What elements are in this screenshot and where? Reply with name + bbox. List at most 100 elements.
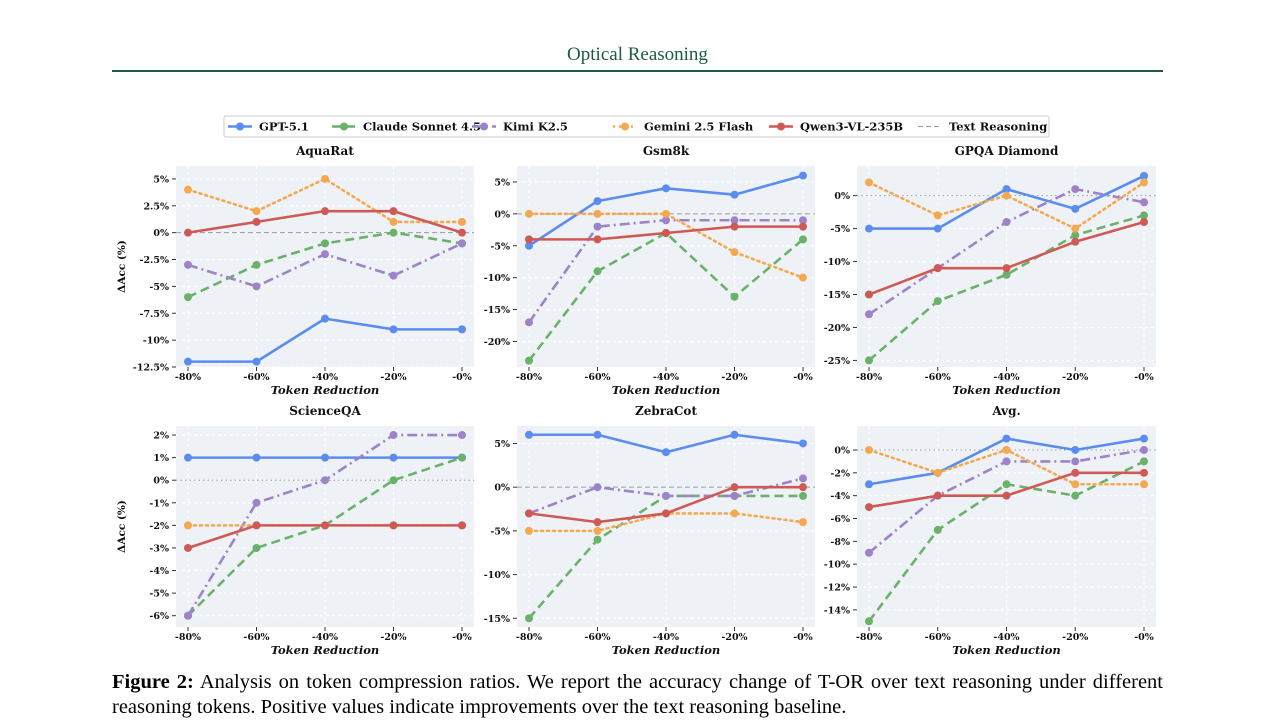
data-point <box>662 184 670 193</box>
data-point <box>1071 457 1080 466</box>
data-point <box>730 222 739 231</box>
series-line <box>868 214 1145 362</box>
data-point <box>662 229 670 237</box>
legend-label: Qwen3-VL-235B <box>800 120 903 134</box>
y-tick-label: -4% <box>149 566 169 577</box>
y-tick-label: -14% <box>824 605 850 616</box>
x-tick-label: -40% <box>653 632 679 643</box>
legend-label: Kimi K2.5 <box>503 120 568 134</box>
x-tick-label: -80% <box>516 632 542 643</box>
legend: GPT-5.1 Claude Sonnet 4.5 Kimi K2.5 Gemini … <box>223 115 1050 138</box>
data-point <box>321 521 329 530</box>
data-point <box>1071 468 1080 477</box>
data-point <box>799 222 807 231</box>
series-gemini-2-5-flash <box>184 174 466 226</box>
data-point <box>865 503 873 512</box>
legend-swatch-marker <box>621 122 629 131</box>
data-point <box>933 264 942 273</box>
plot-area <box>517 426 815 627</box>
data-point <box>184 260 192 269</box>
data-point <box>525 318 533 327</box>
data-point <box>865 356 873 365</box>
data-point <box>933 491 942 500</box>
data-point <box>593 518 602 527</box>
series-kimi-k2-5 <box>184 239 466 291</box>
x-axis-label: Token Reduction <box>271 383 380 397</box>
data-point <box>799 171 807 180</box>
y-tick-label: 2% <box>153 431 169 442</box>
data-point <box>799 273 807 282</box>
data-point <box>252 282 261 291</box>
x-tick-label: -0% <box>1134 372 1154 383</box>
x-tick-label: -60% <box>584 632 610 643</box>
data-point <box>1002 185 1011 194</box>
data-point <box>525 356 533 365</box>
data-point <box>458 453 466 462</box>
x-tick-label: -20% <box>721 372 747 383</box>
legend-item-claude-sonnet-4-5: Claude Sonnet 4.5 <box>332 120 481 134</box>
data-point <box>389 228 398 237</box>
y-tick-label: -4% <box>830 491 850 502</box>
series-gpt-5-1 <box>525 171 807 250</box>
data-point <box>933 297 942 306</box>
legend-label: GPT-5.1 <box>259 120 309 134</box>
data-point <box>865 548 873 557</box>
x-tick-label: -60% <box>925 632 951 643</box>
data-point <box>593 267 602 276</box>
data-point <box>1140 171 1148 180</box>
data-point <box>662 509 670 518</box>
series-gemini-2-5-flash <box>525 209 807 282</box>
y-tick-label: 0% <box>834 445 850 456</box>
y-tick-label: -25% <box>824 356 850 367</box>
data-point <box>1002 218 1011 227</box>
x-tick-label: -20% <box>721 632 747 643</box>
y-tick-label: -10% <box>484 570 510 581</box>
caption-label: Figure 2: <box>112 671 194 693</box>
y-tick-label: 0% <box>153 228 169 239</box>
data-point <box>593 222 602 231</box>
caption-text: Analysis on token compression ratios. We… <box>112 671 1164 718</box>
data-point <box>593 535 602 544</box>
x-axis-label: Token Reduction <box>612 643 721 657</box>
data-point <box>389 271 398 280</box>
data-point <box>252 521 261 530</box>
data-point <box>1002 480 1011 489</box>
panel-gpqa-diamond: -25% -20% -15% -10% -5% 0% -80% -60% -40% -20% -0%… <box>824 144 1156 397</box>
data-point <box>1002 264 1011 273</box>
y-tick-label: 5% <box>494 439 510 450</box>
data-point <box>799 235 807 244</box>
x-tick-label: -60% <box>584 372 610 383</box>
data-point <box>389 325 398 334</box>
data-point <box>730 190 739 199</box>
legend-label: Gemini 2.5 Flash <box>644 120 754 134</box>
figure-chart-grid: GPT-5.1 Claude Sonnet 4.5 Kimi K2.5 Gemini … <box>116 115 1156 657</box>
data-point <box>933 211 942 220</box>
x-tick-label: -20% <box>380 632 406 643</box>
x-tick-label: -80% <box>175 372 201 383</box>
y-tick-label: -8% <box>830 537 850 548</box>
data-point <box>933 224 942 233</box>
x-tick-label: -20% <box>1062 632 1088 643</box>
y-tick-label: -6% <box>830 514 850 525</box>
data-point <box>730 509 739 518</box>
data-point <box>730 491 739 500</box>
series-gemini-2-5-flash <box>865 445 1148 489</box>
data-point <box>662 448 670 457</box>
data-point <box>184 185 192 194</box>
data-point <box>593 526 602 535</box>
data-point <box>1140 211 1148 220</box>
x-tick-label: -20% <box>1062 372 1088 383</box>
x-tick-label: -40% <box>653 372 679 383</box>
data-point <box>525 614 533 623</box>
x-tick-label: -40% <box>993 372 1019 383</box>
legend-label: Claude Sonnet 4.5 <box>363 120 481 134</box>
series-line <box>527 231 804 362</box>
data-point <box>1140 480 1148 489</box>
data-point <box>252 260 261 269</box>
series-qwen3-vl-235b <box>525 483 807 527</box>
panel-zebracot: -15% -10% -5% 0% 5% -80% -60% -40% -20% -0% ZebraC… <box>484 404 815 657</box>
data-point <box>593 209 602 218</box>
x-tick-label: -20% <box>380 372 406 383</box>
panel-title: ZebraCot <box>635 404 697 418</box>
data-point <box>730 292 739 301</box>
